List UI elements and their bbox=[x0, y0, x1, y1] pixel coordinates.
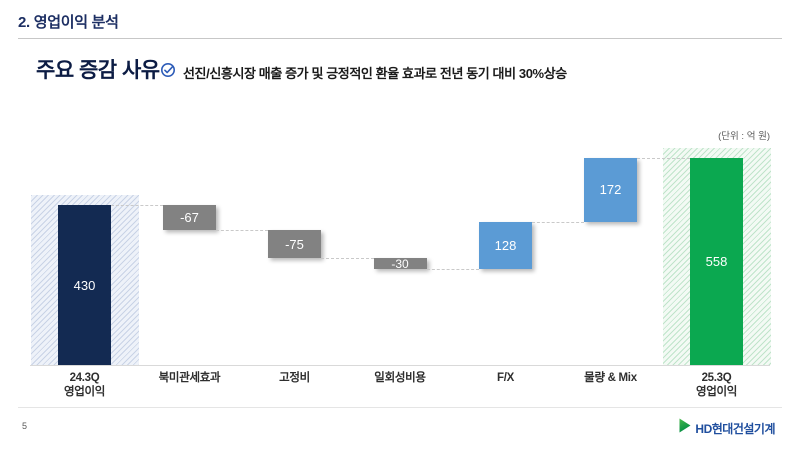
annotation-row: 선진/신흥시장 매출 증가 및 긍정적인 환율 효과로 전년 동기 대비 30%… bbox=[160, 62, 567, 83]
waterfall-bar-0: 430 bbox=[58, 205, 111, 365]
footer-divider bbox=[18, 407, 782, 408]
bar-value-label: 558 bbox=[705, 253, 728, 269]
bar-value-label: 172 bbox=[599, 182, 622, 198]
bar-value-label: 430 bbox=[73, 277, 96, 293]
waterfall-bar-5: 172 bbox=[584, 157, 637, 222]
category-label-line: 25.3Q bbox=[701, 372, 732, 384]
category-label-line: 24.3Q bbox=[69, 372, 100, 384]
annotation-text: 선진/신흥시장 매출 증가 및 긍정적인 환율 효과로 전년 동기 대비 30%… bbox=[183, 66, 567, 81]
category-label: 25.3Q 영업이익 bbox=[662, 371, 772, 399]
check-circle-icon bbox=[160, 62, 176, 83]
x-axis-line bbox=[30, 365, 770, 366]
company-logo: HD현대건설기계 bbox=[679, 418, 775, 438]
category-label: 북미관세효과 bbox=[135, 371, 245, 385]
category-label-line: 영업이익 bbox=[63, 386, 106, 398]
connector-line bbox=[216, 230, 268, 232]
waterfall-bar-1: -67 bbox=[163, 205, 216, 231]
category-label: 고정비 bbox=[240, 371, 350, 385]
waterfall-bar-4: 128 bbox=[479, 221, 532, 270]
waterfall-bar-2: -75 bbox=[268, 230, 321, 259]
category-label: 일회성비용 bbox=[345, 371, 455, 385]
bar-value-label: -30 bbox=[391, 256, 409, 271]
bar-value-label: -75 bbox=[285, 236, 304, 252]
connector-line bbox=[532, 221, 584, 223]
header-divider bbox=[18, 38, 782, 39]
category-label-line: 일회성비용 bbox=[374, 372, 426, 384]
category-label: 24.3Q 영업이익 bbox=[30, 371, 140, 399]
category-label-line: 영업이익 bbox=[695, 386, 738, 398]
category-label: F/X bbox=[451, 371, 561, 385]
page-title: 주요 증감 사유 bbox=[36, 59, 160, 82]
category-label-line: 북미관세효과 bbox=[158, 372, 221, 384]
waterfall-bar-3: -30 bbox=[373, 256, 427, 271]
connector-line bbox=[321, 258, 374, 260]
unit-label: (단위 : 억 원) bbox=[718, 131, 770, 142]
section-title: 2. 영업이익 분석 bbox=[18, 14, 119, 31]
page-number: 5 bbox=[22, 421, 28, 431]
connector-line bbox=[637, 157, 690, 159]
category-label-line: 고정비 bbox=[279, 372, 310, 384]
logo-text: HD현대건설기계 bbox=[695, 421, 775, 436]
category-label: 물량 & Mix bbox=[556, 371, 666, 385]
category-label-line: 물량 & Mix bbox=[584, 372, 637, 384]
bar-value-label: 128 bbox=[494, 238, 517, 254]
connector-line bbox=[111, 205, 163, 207]
connector-line bbox=[426, 269, 479, 271]
category-label-line: F/X bbox=[497, 372, 514, 384]
waterfall-bar-6: 558 bbox=[690, 157, 743, 365]
bar-value-label: -67 bbox=[180, 210, 199, 226]
hd-hyundai-triangle-icon bbox=[679, 418, 691, 438]
